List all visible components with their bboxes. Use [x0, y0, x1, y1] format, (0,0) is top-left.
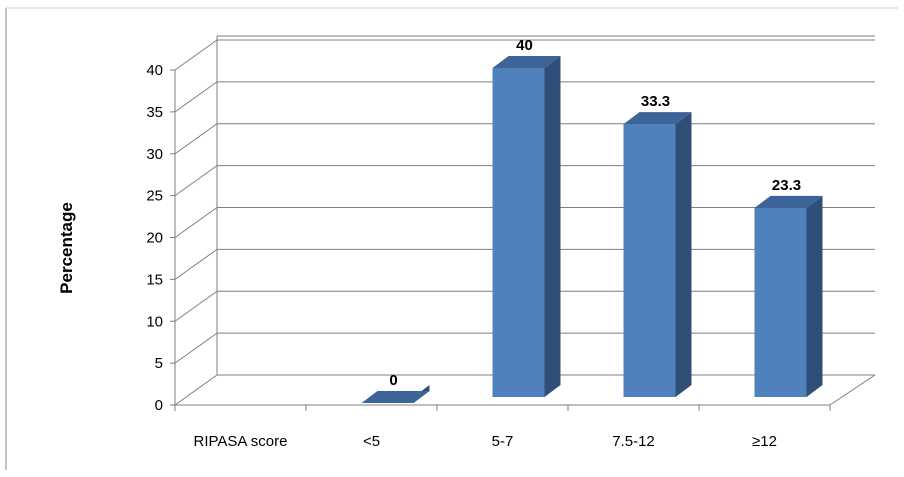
- grid-diagonal-0: [174, 374, 218, 406]
- y-axis-title: Percentage: [57, 202, 76, 294]
- grid-diagonal-4: [174, 207, 218, 238]
- grid-diagonal-5: [174, 165, 218, 197]
- bar-4: [754, 195, 823, 397]
- x-tick-label-2: 5-7: [492, 433, 514, 450]
- grid-diagonal-3: [174, 248, 218, 280]
- data-label-1: 0: [389, 372, 397, 389]
- grid-diagonal-1: [174, 332, 218, 364]
- bar-top-2: [492, 56, 561, 68]
- y-tick-label-2: 10: [146, 313, 163, 330]
- y-tick-label-8: 40: [146, 62, 163, 79]
- x-tick-label-0: RIPASA score: [194, 433, 288, 450]
- floor-right-edge: [829, 374, 876, 406]
- grid-diagonal-8: [174, 39, 218, 71]
- grid-diagonal-7: [174, 81, 218, 113]
- y-tick-label-3: 15: [146, 271, 163, 288]
- bar-side-2: [544, 56, 561, 397]
- x-tick-label-4: ≥12: [752, 433, 777, 450]
- x-tick-label-3: 7.5-12: [612, 433, 655, 450]
- bar-top-4: [754, 195, 823, 208]
- y-tick-label-0: 0: [155, 397, 163, 414]
- bar-top-3: [623, 112, 692, 125]
- y-tick-label-5: 25: [146, 188, 163, 205]
- data-label-3: 33.3: [641, 93, 670, 110]
- bar-side-3: [675, 112, 692, 398]
- bar-front-2: [492, 68, 545, 397]
- data-label-4: 23.3: [772, 177, 801, 194]
- grid-diagonal-6: [174, 123, 218, 155]
- data-label-2: 40: [516, 37, 533, 54]
- y-tick-label-6: 30: [146, 146, 163, 163]
- x-tick-label-1: <5: [363, 433, 380, 450]
- grid-diagonal-2: [174, 290, 218, 322]
- y-tick-label-7: 35: [146, 104, 163, 121]
- y-tick-label-1: 5: [155, 355, 163, 372]
- bar-side-4: [806, 195, 823, 397]
- bar-top-1: [361, 391, 430, 403]
- bar-1: [361, 385, 430, 403]
- bar-3: [623, 112, 692, 398]
- bar-2: [492, 56, 561, 397]
- bar-front-4: [754, 207, 807, 397]
- y-tick-label-4: 20: [146, 230, 163, 247]
- bar-front-3: [623, 124, 676, 398]
